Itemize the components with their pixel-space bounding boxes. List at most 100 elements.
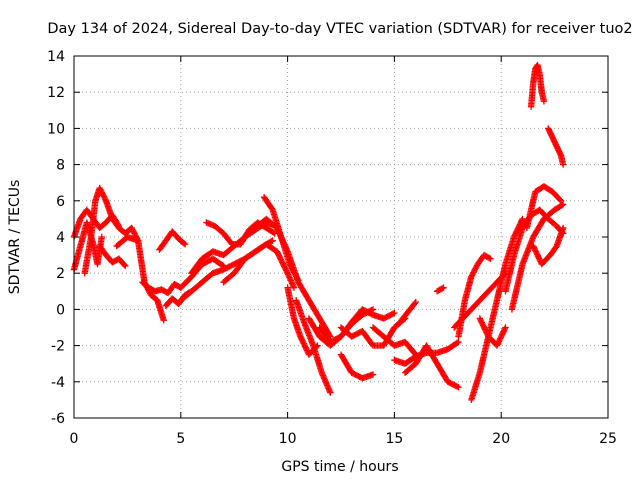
data-point-marker <box>532 248 540 255</box>
data-point-marker <box>294 275 301 283</box>
data-point-marker <box>495 339 502 347</box>
y-tick-label: 12 <box>47 85 65 101</box>
data-point-marker <box>297 333 304 340</box>
data-point-marker <box>290 284 298 291</box>
data-point-marker <box>481 326 489 333</box>
data-point-marker <box>493 342 501 349</box>
data-point-marker <box>297 334 305 342</box>
data-point-marker <box>540 98 548 105</box>
data-point-marker <box>219 261 226 269</box>
data-point-marker <box>534 252 542 259</box>
data-point-marker <box>494 341 501 348</box>
data-point-marker <box>180 240 188 247</box>
data-point-marker <box>479 320 486 328</box>
data-point-marker <box>510 233 518 241</box>
data-point-marker <box>483 329 490 336</box>
data-point-marker <box>369 306 377 313</box>
data-point-marker <box>97 187 105 195</box>
data-point-marker <box>469 270 476 278</box>
data-point-marker <box>476 315 484 322</box>
y-tick-label: -2 <box>51 339 65 355</box>
data-point-marker <box>498 331 506 338</box>
data-point-marker <box>453 383 461 390</box>
data-point-marker <box>480 323 487 331</box>
y-tick-label: 4 <box>56 230 65 246</box>
data-point-marker <box>102 196 109 203</box>
data-point-marker <box>530 242 537 250</box>
data-point-marker <box>327 389 334 396</box>
series-arc-28 <box>455 251 494 340</box>
data-point-marker <box>303 345 310 353</box>
y-tick-label: -6 <box>51 411 65 427</box>
series-arc-32 <box>508 201 567 313</box>
data-point-marker <box>181 241 189 248</box>
data-point-marker <box>536 256 544 264</box>
series-arc-36 <box>544 125 567 168</box>
grid-lines <box>74 56 608 418</box>
data-point-marker <box>530 244 538 251</box>
y-axis-label: SDTVAR / TECUs <box>7 180 23 295</box>
data-point-marker <box>532 247 539 254</box>
data-point-marker <box>283 268 291 276</box>
data-point-marker <box>468 273 475 281</box>
data-point-marker <box>535 255 543 262</box>
data-point-marker <box>301 343 309 350</box>
data-point-marker <box>497 334 505 341</box>
data-point-marker <box>500 327 508 334</box>
series-arc-21 <box>337 351 377 382</box>
data-point-marker <box>412 298 419 306</box>
data-point-marker <box>391 309 398 317</box>
y-tick-label: 0 <box>56 302 65 318</box>
series-arc-05 <box>113 233 167 324</box>
data-point-marker <box>471 266 479 273</box>
data-point-marker <box>517 219 524 227</box>
data-point-marker <box>487 255 494 262</box>
data-point-marker <box>122 262 129 270</box>
data-point-marker <box>479 322 487 329</box>
series-arc-34 <box>523 183 565 232</box>
data-point-marker <box>478 319 486 326</box>
data-point-marker <box>98 189 105 196</box>
series-arc-13 <box>220 241 298 291</box>
data-point-marker <box>481 324 488 332</box>
data-point-marker <box>130 228 138 236</box>
data-point-marker <box>535 253 542 261</box>
data-point-marker <box>483 330 491 337</box>
x-tick-label: 20 <box>492 431 510 447</box>
data-point-marker <box>454 339 461 346</box>
data-point-marker <box>389 310 397 317</box>
x-tick-label: 15 <box>385 431 403 447</box>
data-point-marker <box>495 338 503 345</box>
data-point-marker <box>96 184 103 192</box>
data-point-marker <box>97 186 104 193</box>
data-point-marker <box>470 267 478 275</box>
series-arc-20 <box>337 315 409 349</box>
data-point-marker <box>303 347 311 354</box>
data-point-marker <box>160 317 167 324</box>
series-arc-06 <box>139 279 184 297</box>
data-point-marker <box>502 324 509 331</box>
data-point-marker <box>514 225 522 232</box>
data-point-marker <box>511 232 518 239</box>
data-point-marker <box>455 338 462 346</box>
series-arc-07 <box>156 228 189 253</box>
data-point-marker <box>220 262 227 270</box>
series-arc-29 <box>468 215 526 404</box>
data-point-marker <box>301 341 308 349</box>
series-arc-17 <box>292 297 334 396</box>
series-arc-25 <box>395 298 419 328</box>
data-point-marker <box>468 272 476 279</box>
data-point-marker <box>300 340 307 347</box>
data-point-marker <box>497 335 504 342</box>
data-point-marker <box>299 338 307 346</box>
data-point-marker <box>501 325 509 333</box>
y-tick-label: 2 <box>56 266 65 282</box>
data-point-marker <box>101 194 108 202</box>
data-points <box>70 61 567 404</box>
series-arc-35 <box>527 61 548 110</box>
data-point-marker <box>455 384 462 391</box>
data-point-marker <box>302 344 309 351</box>
y-axis-ticks: -6 -4 -2 0 2 4 6 8 10 12 14 <box>47 49 608 427</box>
series-arc-04 <box>96 242 129 270</box>
